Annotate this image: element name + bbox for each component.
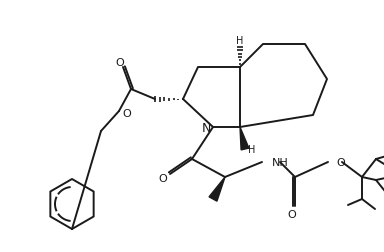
Text: O: O bbox=[288, 209, 296, 219]
Text: N: N bbox=[201, 122, 211, 135]
Text: H: H bbox=[236, 36, 244, 46]
Text: O: O bbox=[122, 109, 131, 118]
Text: O: O bbox=[159, 173, 167, 183]
Text: O: O bbox=[116, 58, 124, 68]
Text: H: H bbox=[248, 144, 256, 154]
Polygon shape bbox=[240, 128, 249, 150]
Text: NH: NH bbox=[272, 158, 289, 167]
Polygon shape bbox=[209, 177, 225, 201]
Text: O: O bbox=[336, 158, 345, 167]
